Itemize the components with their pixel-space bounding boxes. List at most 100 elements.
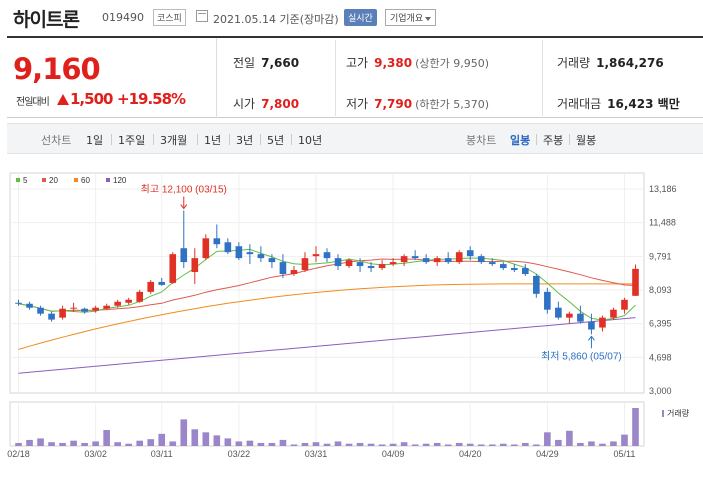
volume-bar (147, 439, 155, 446)
volume-bar (411, 444, 419, 446)
volume-bar (544, 432, 551, 446)
amount-stat: 거래대금 16,423 백만 (557, 95, 680, 112)
volume-bar (422, 443, 430, 446)
candle-body (499, 264, 507, 269)
x-tick-label: 02/18 (7, 449, 30, 459)
x-tick-label: 04/20 (459, 449, 482, 459)
volume-bar (48, 442, 55, 446)
volume-bar (632, 408, 639, 446)
candle-body (268, 258, 276, 263)
candle-body (279, 262, 287, 274)
candle-body (48, 313, 55, 320)
candle-body (158, 281, 166, 285)
volume-bar (301, 442, 309, 446)
volume-bar (566, 430, 573, 446)
candle-body (70, 307, 77, 309)
volume-bar (378, 444, 386, 446)
candle-body (114, 301, 121, 306)
period-1d[interactable]: 1일 (86, 134, 104, 147)
stock-code: 019490 (102, 11, 144, 24)
open-price: 시가 7,800 (233, 95, 299, 112)
volume-bar (488, 444, 496, 446)
volume-bar (455, 442, 463, 446)
volume-bar (103, 430, 110, 446)
candle-body (577, 313, 584, 322)
candle-body (312, 254, 320, 257)
candle-body (290, 270, 298, 274)
candle-body (477, 256, 485, 263)
x-tick-label: 03/22 (228, 449, 251, 459)
high-label: 고가 (346, 56, 369, 70)
candle-body (301, 258, 309, 271)
y-tick-label: 6,395 (649, 319, 672, 329)
candle-body (588, 321, 595, 330)
low-label: 저가 (346, 97, 369, 111)
volume-bar (433, 442, 441, 446)
period-10y[interactable]: 10년 (298, 134, 323, 147)
volume-bar (268, 442, 276, 446)
volume-bar (588, 441, 595, 446)
high-annotation: 최고 12,100 (03/15) (141, 184, 227, 196)
period-3m[interactable]: 3개월 (160, 134, 188, 147)
candle-body (257, 254, 265, 259)
ma60-line (18, 283, 636, 350)
stock-chart: 13,186 11,488 9,791 8,093 6,395 4,698 3,000 02/… (7, 172, 690, 459)
volume-value: 1,864,276 (596, 56, 664, 70)
period-5y[interactable]: 5년 (267, 134, 285, 147)
volume-bar (466, 443, 474, 446)
plot-area (9, 172, 645, 394)
period-monthly[interactable]: 월봉 (576, 134, 597, 147)
current-price: 9,160 (13, 52, 101, 86)
period-daily[interactable]: 일봉 (510, 134, 531, 147)
volume-bar (26, 439, 33, 446)
legend-label: 5 (23, 176, 28, 185)
volume-bar (224, 438, 232, 446)
candle-body (566, 313, 573, 318)
up-arrow-icon (57, 94, 69, 105)
volume-bar (312, 442, 320, 446)
period-3y[interactable]: 3년 (236, 134, 254, 147)
prev-close: 전일 7,660 (233, 54, 299, 71)
volume-bar (125, 443, 132, 446)
volume-bar (621, 434, 628, 446)
x-tick-label: 03/31 (305, 449, 328, 459)
prev-close-label: 전일 (233, 56, 256, 70)
candle-body (345, 260, 353, 267)
legend-label: 60 (81, 176, 90, 185)
legend-swatch (106, 178, 110, 182)
candle-body (356, 262, 364, 267)
volume-bar (555, 439, 562, 446)
candle-body (81, 308, 88, 312)
period-weekly[interactable]: 주봉 (543, 134, 564, 147)
volume-bar (191, 429, 199, 446)
realtime-button[interactable]: 실시간 (344, 9, 377, 26)
low-price: 저가 7,790 (하한가 5,370) (346, 95, 489, 112)
volume-bar (477, 444, 485, 446)
divider (542, 40, 543, 116)
candle-body (103, 305, 110, 309)
volume-bar (136, 440, 144, 446)
candle-body (213, 238, 221, 245)
y-tick-label: 3,000 (649, 386, 672, 396)
company-overview-dropdown[interactable]: 기업개요 (385, 9, 437, 26)
legend-label: 20 (49, 176, 58, 185)
volume-bar (323, 443, 331, 446)
open-label: 시가 (233, 97, 256, 111)
volume-bar (577, 442, 584, 446)
volume-bar (400, 442, 408, 446)
candle-body (488, 262, 496, 265)
volume-bar (334, 441, 342, 446)
candle-body (621, 299, 628, 310)
amount-value: 16,423 백만 (607, 97, 680, 111)
volume-bar (610, 441, 617, 446)
y-tick-label: 13,186 (649, 184, 677, 194)
period-1w[interactable]: 1주일 (118, 134, 146, 147)
candle-body (26, 303, 33, 308)
volume-bar (213, 435, 221, 446)
ma20-line (18, 258, 636, 312)
period-1y[interactable]: 1년 (204, 134, 222, 147)
up-arrow-icon (588, 335, 595, 341)
candle-body (610, 309, 617, 318)
candle-body (599, 317, 606, 328)
volume-legend-label: 거래량 (667, 408, 690, 418)
